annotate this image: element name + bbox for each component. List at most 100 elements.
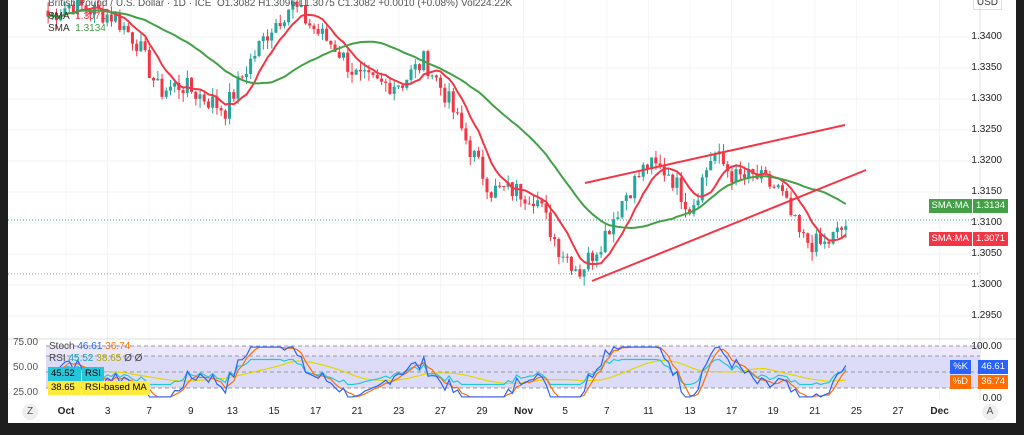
time-tick: 27 [434,406,446,417]
candle-body [202,94,206,102]
candle-body [578,269,582,277]
rsi-tick: 50.00 [13,362,39,373]
time-tick: Dec [930,406,949,417]
time-tick: 17 [726,406,738,417]
candle-body [772,186,776,188]
candle-body [565,256,569,258]
candle-body [481,156,485,179]
candle-body [569,256,573,271]
rsi-badge-label: RSI [82,367,104,381]
candle-body [443,87,447,103]
candle-body [785,191,789,198]
time-tick: 13 [226,406,238,417]
rsi-line [47,358,847,386]
legend-sma-fast[interactable]: SMA 1.3071 [48,11,106,23]
candle-body [211,96,215,108]
candle-body [156,78,160,81]
auto-scale-button[interactable]: A [982,404,998,420]
candle-body [675,177,679,188]
candle-body [185,77,189,94]
candle-body [683,201,687,210]
candle-body [320,28,324,34]
candle-body [531,203,535,207]
zoom-reset-button[interactable]: Z [22,404,38,420]
rsi-legend[interactable]: RSI 45.52 38.65 Ø Ø [49,353,142,365]
stoch-k: 46.61 [77,341,103,352]
price-tick: 1.3100 [971,217,1002,228]
candle-body [152,77,156,81]
candle-body [650,157,654,170]
chart-canvas[interactable] [8,0,1016,423]
candle-body [228,92,232,119]
candle-body [561,256,565,258]
stoch-legend[interactable]: Stoch 46.61 36.74 [49,341,130,353]
candle-body [768,174,772,187]
candle-body [527,203,531,205]
sma-fast-tag-name: SMA:MA [928,232,972,246]
candle-body [295,1,299,7]
rsi-ma-value: 38.65 [96,353,122,364]
candle-body [206,101,210,108]
candle-body [780,185,784,192]
sma-label: SMA [48,11,70,22]
candle-body [742,174,746,178]
candle-body [409,69,413,80]
sma-fast-line [47,6,847,266]
candle-body [337,51,341,58]
stoch-k-line [47,346,847,398]
candle-body [654,157,658,164]
legend-sma-slow[interactable]: SMA 1.3134 [48,23,106,35]
candle-body [827,241,831,244]
candle-body [333,44,337,52]
candle-body [329,40,333,45]
candle-body [460,112,464,129]
rsi-ma-badge-value: 38.65 [48,381,81,395]
rsi-badge-value: 45.52 [48,367,81,381]
candle-body [658,163,662,167]
price-tick: 1.3400 [971,31,1002,42]
candle-body [498,185,502,187]
candle-body [489,192,493,198]
k-tag-name: %K [950,360,971,374]
time-tick: 25 [850,406,862,417]
currency-button[interactable]: USD [972,0,1002,10]
candle-body [417,64,421,71]
sma-fast-tag-value: 1.3071 [972,232,1008,246]
candle-body [282,22,286,27]
candle-body [548,212,552,238]
candle-body [367,70,371,73]
candle-body [413,64,417,70]
candle-body [46,10,50,17]
price-tick: 1.3250 [971,124,1002,135]
candle-body [109,14,113,22]
candle-body [806,233,810,243]
candle-body [63,8,67,16]
time-tick: 9 [188,406,194,417]
candle-body [810,242,814,252]
candle-body [135,43,139,52]
candle-body [633,176,637,199]
stoch-d: 36.74 [105,341,131,352]
candle-body [88,10,92,15]
chart-window[interactable]: British Pound / U.S. Dollar · 1D · ICE O… [8,0,1016,423]
time-tick: 19 [767,406,779,417]
candle-body [198,94,202,99]
time-tick: Nov [514,406,534,417]
k-tag-value: 46.61 [978,360,1008,374]
symbol-name: British Pound / U.S. Dollar · 1D · ICE [48,0,212,9]
candle-body [751,168,755,174]
sma-value: 1.3071 [75,11,106,22]
candle-body [831,232,835,244]
candle-body [236,76,240,99]
stoch-label: Stoch [49,341,75,352]
candle-body [607,230,611,235]
candle-body [696,200,700,206]
sma-slow-tag-value: 1.3134 [972,199,1008,213]
candle-body [468,140,472,158]
candle-body [363,70,367,72]
candle-body [776,185,780,188]
candle-body [249,58,253,74]
candle-body [379,78,383,82]
candle-body [430,75,434,77]
candle-body [840,227,844,230]
